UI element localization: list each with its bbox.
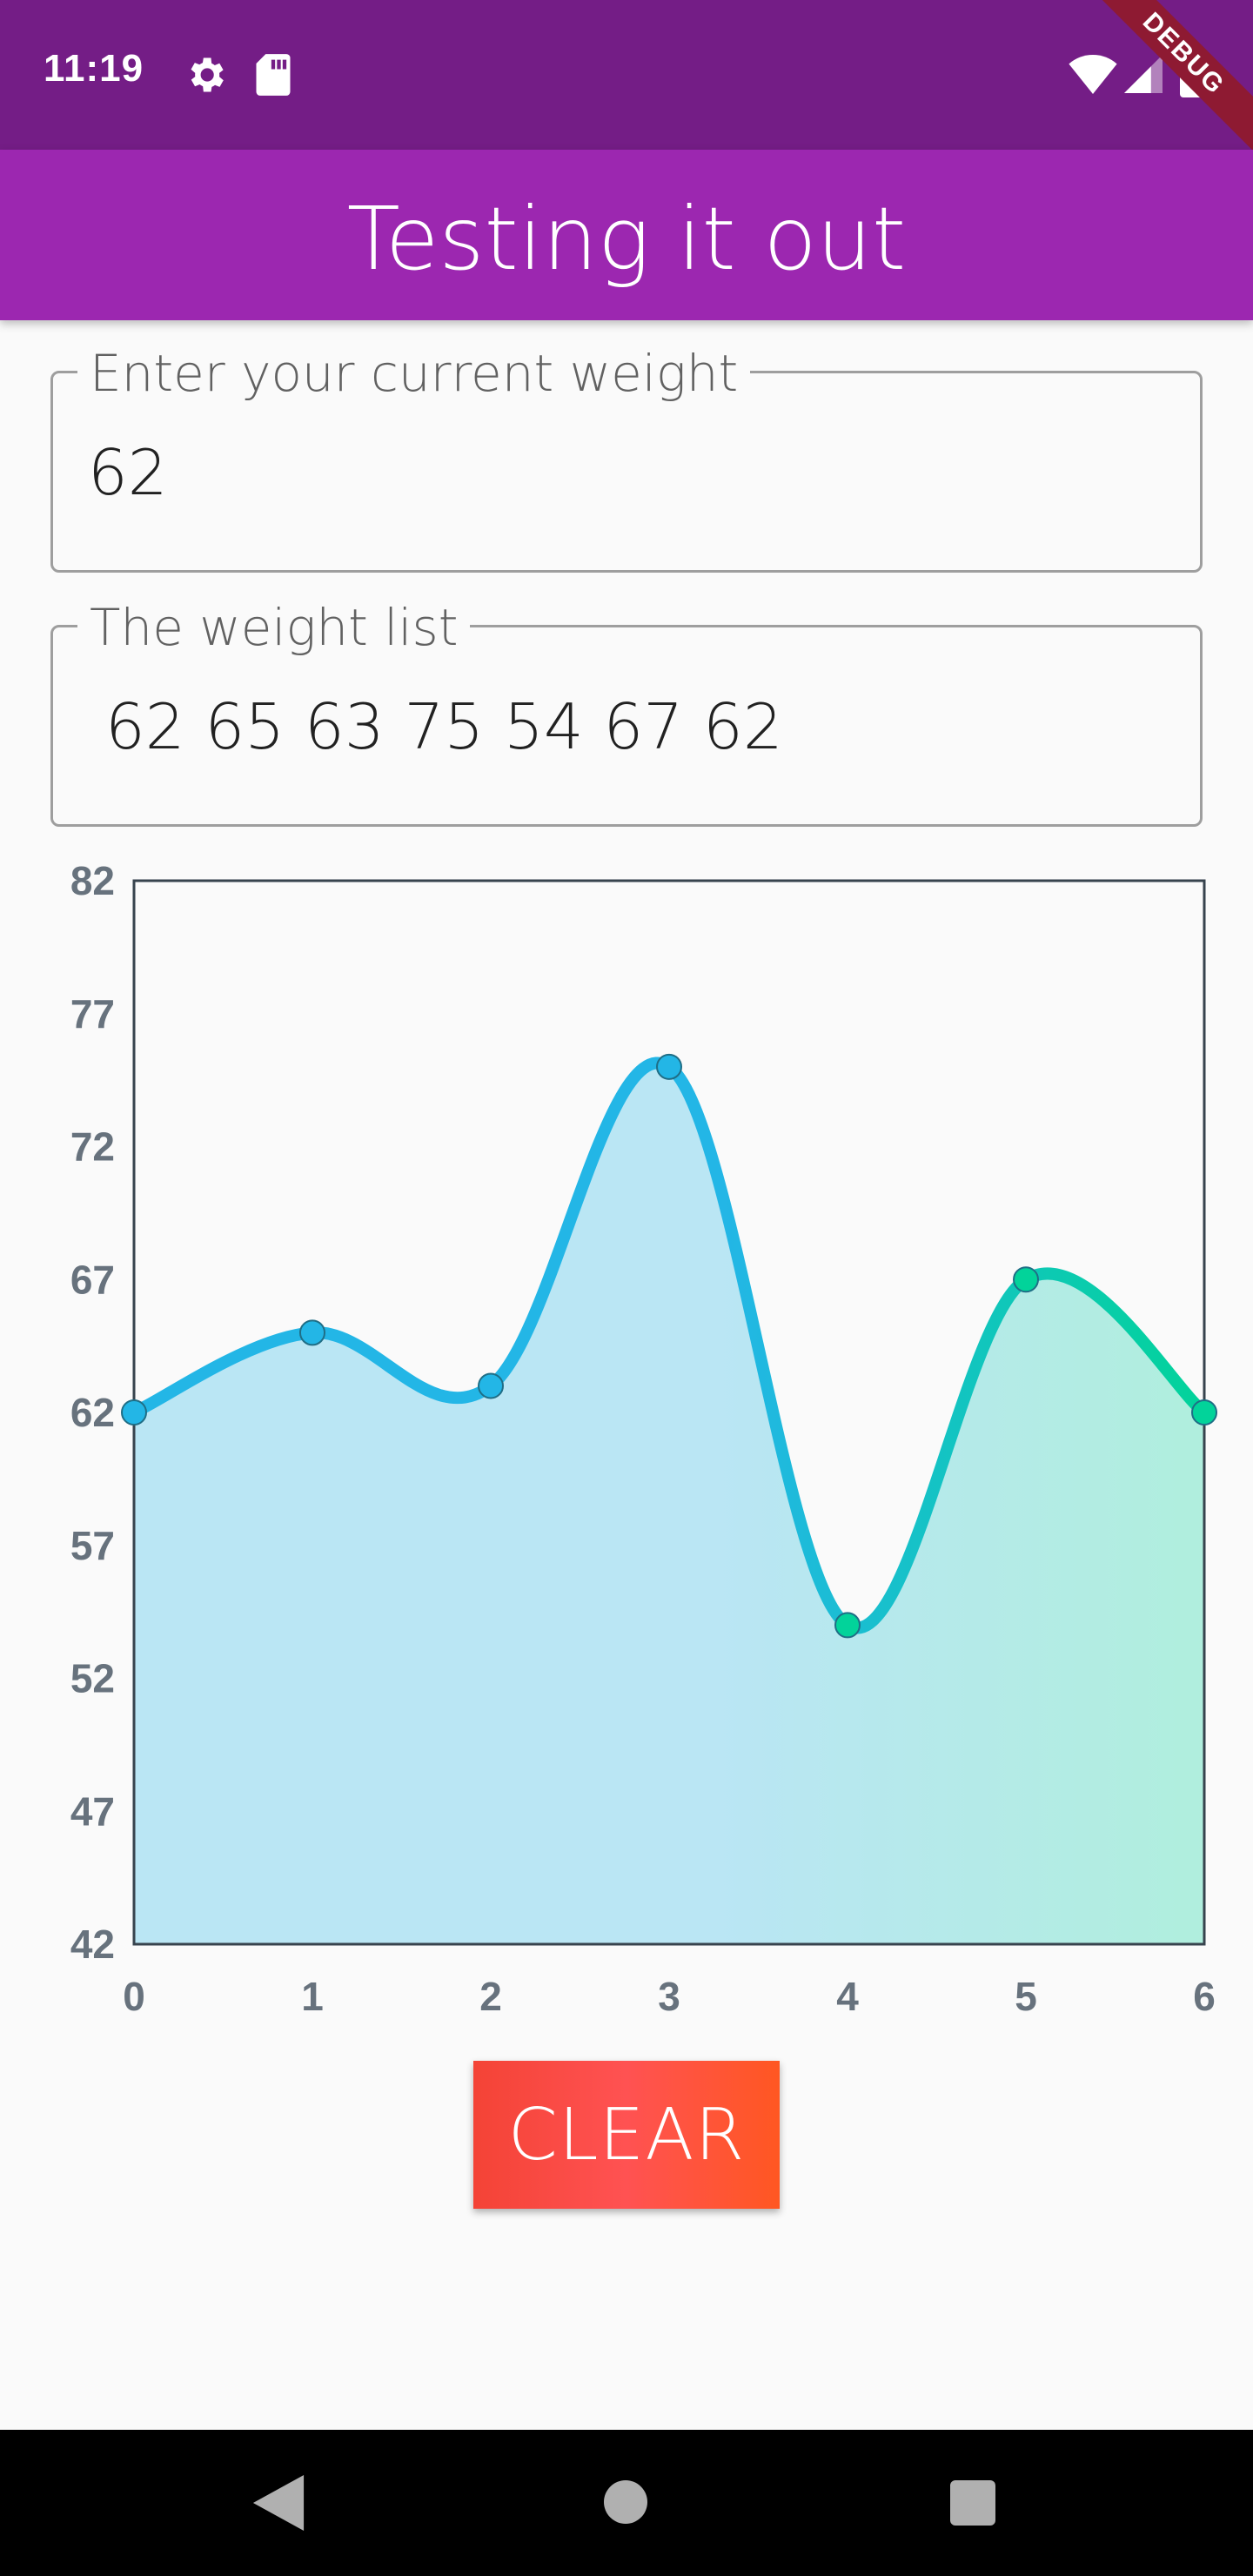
y-tick-label: 47 bbox=[70, 1788, 115, 1834]
chart-point[interactable] bbox=[478, 1372, 504, 1399]
page-title: Testing it out bbox=[346, 188, 907, 290]
x-tick-label: 5 bbox=[1015, 1974, 1037, 2019]
x-tick-label: 1 bbox=[301, 1974, 324, 2019]
x-tick-label: 4 bbox=[836, 1974, 859, 2019]
weight-field[interactable]: Enter your current weight 62 bbox=[50, 344, 1203, 573]
weight-input[interactable]: 62 bbox=[88, 436, 168, 509]
chart-point[interactable] bbox=[121, 1399, 147, 1426]
home-icon[interactable] bbox=[604, 2480, 647, 2524]
y-tick-label: 67 bbox=[70, 1257, 115, 1302]
weight-list-field[interactable]: The weight list 62 65 63 75 54 67 62 bbox=[50, 598, 1203, 827]
weight-field-label: Enter your current weight bbox=[77, 344, 751, 403]
navigation-bar bbox=[0, 2430, 1253, 2576]
chart-point[interactable] bbox=[1191, 1399, 1217, 1426]
signal-icon bbox=[1124, 55, 1163, 93]
x-tick-label: 3 bbox=[658, 1974, 680, 2019]
y-tick-label: 57 bbox=[70, 1523, 115, 1568]
chart-point[interactable] bbox=[834, 1612, 861, 1639]
y-tick-label: 52 bbox=[70, 1656, 115, 1701]
status-time: 11:19 bbox=[44, 47, 144, 90]
recent-apps-icon[interactable] bbox=[950, 2480, 995, 2526]
app-bar: Testing it out bbox=[0, 150, 1253, 320]
chart-series-line bbox=[128, 1057, 1210, 1634]
x-tick-label: 0 bbox=[123, 1974, 145, 2019]
y-tick-label: 42 bbox=[70, 1922, 115, 1967]
chart-point[interactable] bbox=[299, 1319, 325, 1346]
weight-list-value[interactable]: 62 65 63 75 54 67 62 bbox=[105, 690, 783, 763]
chart-point[interactable] bbox=[656, 1053, 682, 1080]
y-tick-label: 82 bbox=[70, 858, 115, 903]
sd-card-icon bbox=[256, 54, 291, 96]
x-tick-label: 2 bbox=[479, 1974, 502, 2019]
weight-list-label: The weight list bbox=[77, 598, 471, 657]
clear-button[interactable]: CLEAR bbox=[473, 2061, 780, 2209]
chart-area-fill bbox=[134, 1063, 1204, 1944]
y-tick-label: 72 bbox=[70, 1124, 115, 1170]
gear-icon bbox=[191, 57, 224, 92]
wifi-icon bbox=[1069, 54, 1117, 94]
x-tick-label: 6 bbox=[1193, 1974, 1216, 2019]
weight-chart: 42 47 52 57 62 67 72 77 82 0 1 2 3 4 5 6 bbox=[70, 858, 1217, 2019]
status-bar: 11:19 DEBUG bbox=[0, 0, 1253, 160]
y-tick-label: 62 bbox=[70, 1390, 115, 1435]
chart-point[interactable] bbox=[1013, 1266, 1039, 1293]
back-icon[interactable] bbox=[252, 2475, 305, 2531]
y-tick-label: 77 bbox=[70, 991, 115, 1036]
